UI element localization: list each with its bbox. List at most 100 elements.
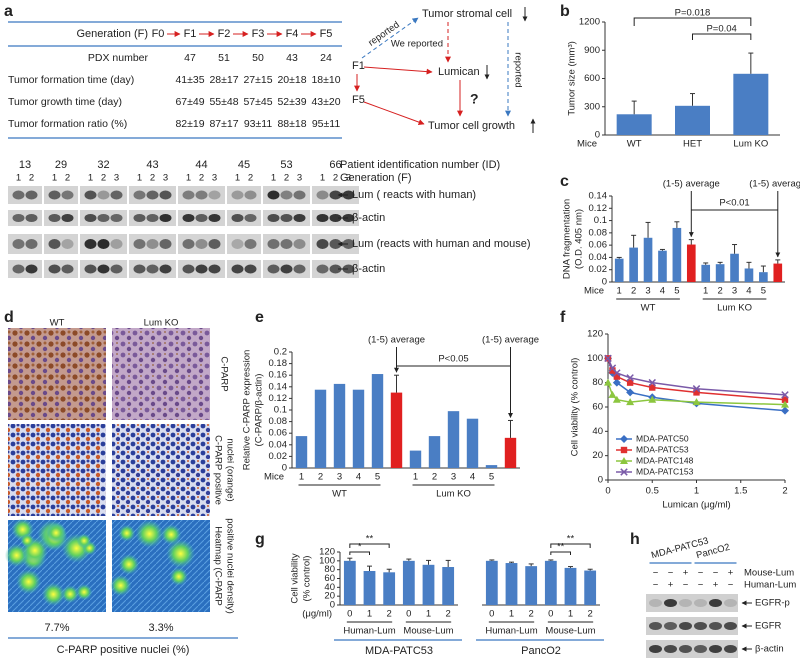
sign: − xyxy=(713,568,719,579)
percent: 3.3% xyxy=(148,622,173,634)
blot-band xyxy=(267,239,280,249)
blot-band xyxy=(25,239,38,249)
bar xyxy=(352,389,365,468)
bar xyxy=(616,114,652,135)
bar xyxy=(730,253,739,282)
patient-id: 45 xyxy=(238,159,250,171)
band-label: Lum ( reacts with human) xyxy=(352,189,476,201)
y-tick-label: 20 xyxy=(324,591,335,602)
generation: 2 xyxy=(29,173,34,184)
blot-band xyxy=(244,190,257,200)
percent: 7.7% xyxy=(44,622,69,634)
blot-lane-group xyxy=(44,260,78,278)
y-tick-label: 0.04 xyxy=(269,439,288,450)
table-header: Generation (F) xyxy=(76,28,148,40)
bar xyxy=(442,567,455,605)
x-tick-label: 2 xyxy=(588,609,593,620)
blot-band xyxy=(342,239,355,249)
blot-band xyxy=(61,214,74,222)
annotation: (1-5) average xyxy=(482,335,539,346)
bar xyxy=(715,264,725,282)
id-label: Patient identification number (ID) xyxy=(340,159,500,171)
legend-marker xyxy=(620,446,628,454)
x-tick-label: 1 xyxy=(367,609,372,620)
bar xyxy=(584,570,597,605)
blot-band xyxy=(195,214,208,222)
y-tick-label: 80 xyxy=(324,564,335,575)
generation: 1 xyxy=(16,173,21,184)
micrograph xyxy=(8,328,106,420)
band-label: β-actin xyxy=(352,212,385,224)
x-tick-label: 3 xyxy=(451,472,456,483)
blot-band xyxy=(316,239,329,249)
bar xyxy=(485,560,498,605)
blot-band xyxy=(724,645,737,653)
heat-spot xyxy=(16,569,42,595)
bar xyxy=(701,264,711,282)
blot-lane-group xyxy=(8,260,42,278)
bar xyxy=(402,560,415,605)
y-tick-label: 20 xyxy=(592,450,603,461)
generation: 2 xyxy=(248,173,253,184)
blot-lane-group xyxy=(129,234,176,254)
blot-band xyxy=(159,190,172,200)
group-label: Human-Lum xyxy=(343,626,395,637)
y-tick-label: 0.12 xyxy=(589,203,608,214)
table-header: F2 xyxy=(218,28,231,40)
heat-spot xyxy=(160,524,182,545)
y-tick-label: 300 xyxy=(584,101,600,112)
x-tick-label: 4 xyxy=(660,286,665,297)
blot-band xyxy=(48,214,61,222)
table-header: F5 xyxy=(320,28,333,40)
blot-band xyxy=(280,264,293,274)
y-tick-label: 0.06 xyxy=(269,428,288,439)
x-tick-label: 1.5 xyxy=(734,486,747,497)
table-cell: 50 xyxy=(252,52,264,64)
blot-band xyxy=(244,214,257,222)
x-tick-label: 4 xyxy=(746,286,751,297)
blot-band xyxy=(724,599,737,607)
x-tick-label: 4 xyxy=(470,472,475,483)
blot-band xyxy=(110,239,123,249)
blot-band xyxy=(329,264,342,274)
blot-band xyxy=(195,264,208,274)
x-tick-label: 2 xyxy=(529,609,534,620)
x-axis-label: (μg/ml) xyxy=(302,609,332,620)
micrograph xyxy=(112,424,210,516)
y-tick-label: 900 xyxy=(584,45,600,56)
treatment-label: Mouse-Lum xyxy=(744,568,794,579)
blot-lane-group xyxy=(227,186,261,204)
generation: 1 xyxy=(320,173,325,184)
node: F1 xyxy=(352,60,365,72)
generation: 2 xyxy=(150,173,155,184)
x-tick-label: 0.5 xyxy=(646,486,659,497)
blot-band xyxy=(280,214,293,222)
generation: 1 xyxy=(52,173,57,184)
marker xyxy=(604,378,612,386)
blot-lane-group xyxy=(227,210,261,226)
blot-band xyxy=(12,239,25,249)
table-cell: 43±20 xyxy=(311,96,340,108)
blot-band xyxy=(97,264,110,274)
table-cell: 82±19 xyxy=(175,118,204,130)
bracket xyxy=(692,33,752,40)
blot-band xyxy=(267,264,280,274)
bar xyxy=(363,570,376,605)
y-tick-label: 100 xyxy=(587,353,603,364)
y-axis-label: Tumor size (mm³) xyxy=(567,41,578,116)
blot-band xyxy=(267,214,280,222)
y-tick-label: 0.2 xyxy=(274,347,287,358)
blot-band xyxy=(679,645,692,653)
x-tick-label: 2 xyxy=(318,472,323,483)
bar xyxy=(686,244,696,282)
generation: 2 xyxy=(199,173,204,184)
bar xyxy=(314,389,327,468)
marker xyxy=(626,398,635,406)
x-tick-label: 3 xyxy=(645,286,650,297)
table-header: F4 xyxy=(286,28,299,40)
patient-id: 43 xyxy=(146,159,158,171)
generation: 3 xyxy=(212,173,217,184)
table-cell: PDX number xyxy=(88,52,149,64)
node: F5 xyxy=(352,94,365,106)
heat-spot xyxy=(75,583,93,601)
